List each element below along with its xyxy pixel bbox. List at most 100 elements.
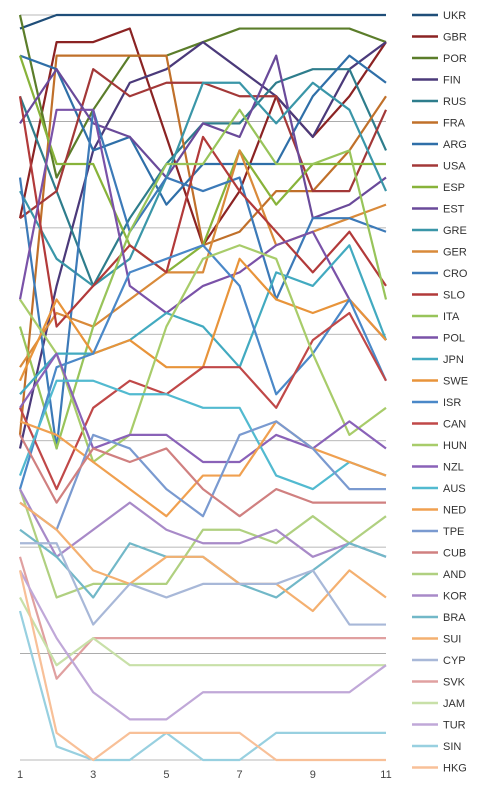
legend-entry-ita: ITA	[412, 311, 460, 323]
series-line-cyp	[20, 542, 386, 626]
series-line-slo	[18, 96, 387, 328]
legend-label: USA	[443, 161, 466, 173]
x-axis: 1 3 5 7 9 11	[17, 769, 392, 781]
legend-label: BRA	[443, 612, 466, 624]
series-line-bra	[19, 528, 387, 599]
legend-label: ISR	[443, 397, 461, 409]
legend-label: FIN	[443, 75, 461, 87]
legend-entry-hun: HUN	[412, 440, 467, 452]
legend-entry-rus: RUS	[412, 96, 466, 108]
legend-entry-hkg: HKG	[412, 763, 467, 775]
legend-label: HKG	[443, 763, 467, 775]
legend-label: SLO	[443, 290, 465, 302]
series-line-and	[18, 488, 387, 599]
legend-entry-arg: ARG	[412, 139, 467, 151]
legend-entry-cro: CRO	[412, 268, 468, 280]
legend-label: POR	[443, 53, 467, 65]
legend-entry-aus: AUS	[412, 483, 466, 495]
legend-entry-ned: NED	[412, 505, 466, 517]
legend-label: FRA	[443, 118, 466, 130]
legend-label: AND	[443, 569, 466, 581]
legend-label: AUS	[443, 483, 466, 495]
series-line-est	[19, 54, 387, 220]
legend: UKR GBR POR FIN RUS FRA ARG USA ESP EST GRE GER CRO S…	[412, 10, 468, 775]
legend-label: SWE	[443, 376, 468, 388]
series-line-cub	[19, 434, 386, 518]
legend-entry-tpe: TPE	[412, 526, 464, 538]
series-line-ita	[18, 108, 388, 450]
legend-entry-isr: ISR	[412, 397, 461, 409]
series-line-hun	[19, 244, 387, 464]
legend-label: CAN	[443, 419, 466, 431]
series-line-gre	[19, 81, 388, 288]
series-line-jpn	[19, 244, 388, 396]
x-tick-label: 1	[17, 769, 23, 781]
legend-label: CRO	[443, 268, 468, 280]
legend-label: POL	[443, 333, 465, 345]
legend-entry-usa: USA	[412, 161, 466, 173]
legend-label: TUR	[443, 720, 466, 732]
legend-entry-can: CAN	[412, 419, 466, 431]
series-line-nzl	[19, 352, 387, 464]
legend-entry-swe: SWE	[412, 376, 468, 388]
legend-entry-nzl: NZL	[412, 462, 464, 474]
legend-label: EST	[443, 204, 465, 216]
legend-entry-fin: FIN	[412, 75, 461, 87]
legend-label: UKR	[443, 10, 466, 22]
series-line-sin	[18, 610, 386, 762]
legend-label: RUS	[443, 96, 466, 108]
series-line-cro	[18, 108, 387, 450]
legend-entry-gbr: GBR	[412, 32, 467, 44]
legend-entry-sin: SIN	[412, 741, 461, 753]
legend-entry-por: POR	[412, 53, 467, 65]
series-line-tur	[19, 569, 387, 721]
legend-label: GER	[443, 247, 467, 259]
legend-entry-ukr: UKR	[412, 10, 466, 22]
legend-entry-cyp: CYP	[412, 655, 466, 667]
series-line-sui	[19, 501, 387, 613]
legend-label: GRE	[443, 225, 467, 237]
legend-entry-fra: FRA	[412, 118, 466, 130]
series-line-ukr	[19, 13, 386, 30]
legend-label: SUI	[443, 634, 461, 646]
series-line-ger	[19, 149, 387, 368]
x-tick-label: 7	[237, 769, 243, 781]
legend-label: ITA	[443, 311, 460, 323]
legend-label: ARG	[443, 139, 467, 151]
legend-entry-gre: GRE	[412, 225, 467, 237]
legend-entry-and: AND	[412, 569, 466, 581]
series-line-pol	[18, 108, 387, 341]
legend-entry-jpn: JPN	[412, 354, 464, 366]
legend-label: JPN	[443, 354, 464, 366]
legend-entry-bra: BRA	[412, 612, 466, 624]
series-line-ned	[19, 420, 387, 518]
legend-label: SVK	[443, 677, 466, 689]
series-line-jam	[19, 596, 386, 667]
series-line-fin	[18, 40, 387, 449]
legend-label: CUB	[443, 548, 466, 560]
legend-label: KOR	[443, 591, 467, 603]
legend-label: NZL	[443, 462, 464, 474]
legend-entry-ger: GER	[412, 247, 467, 259]
series-line-hkg	[18, 570, 386, 762]
legend-entry-esp: ESP	[412, 182, 465, 194]
x-tick-label: 11	[380, 769, 391, 781]
series-lines	[18, 13, 388, 762]
legend-entry-jam: JAM	[412, 698, 465, 710]
series-line-kor	[19, 488, 387, 558]
legend-entry-tur: TUR	[412, 720, 466, 732]
x-tick-label: 3	[90, 769, 96, 781]
legend-label: JAM	[443, 698, 465, 710]
legend-label: HUN	[443, 440, 467, 452]
legend-label: SIN	[443, 741, 461, 753]
legend-label: CYP	[443, 655, 466, 667]
series-line-can	[18, 311, 387, 491]
x-tick-label: 5	[163, 769, 169, 781]
legend-entry-pol: POL	[412, 333, 465, 345]
legend-label: ESP	[443, 182, 465, 194]
legend-entry-cub: CUB	[412, 548, 466, 560]
legend-label: TPE	[443, 526, 464, 538]
x-tick-label: 9	[310, 769, 316, 781]
legend-entry-sui: SUI	[412, 634, 461, 646]
